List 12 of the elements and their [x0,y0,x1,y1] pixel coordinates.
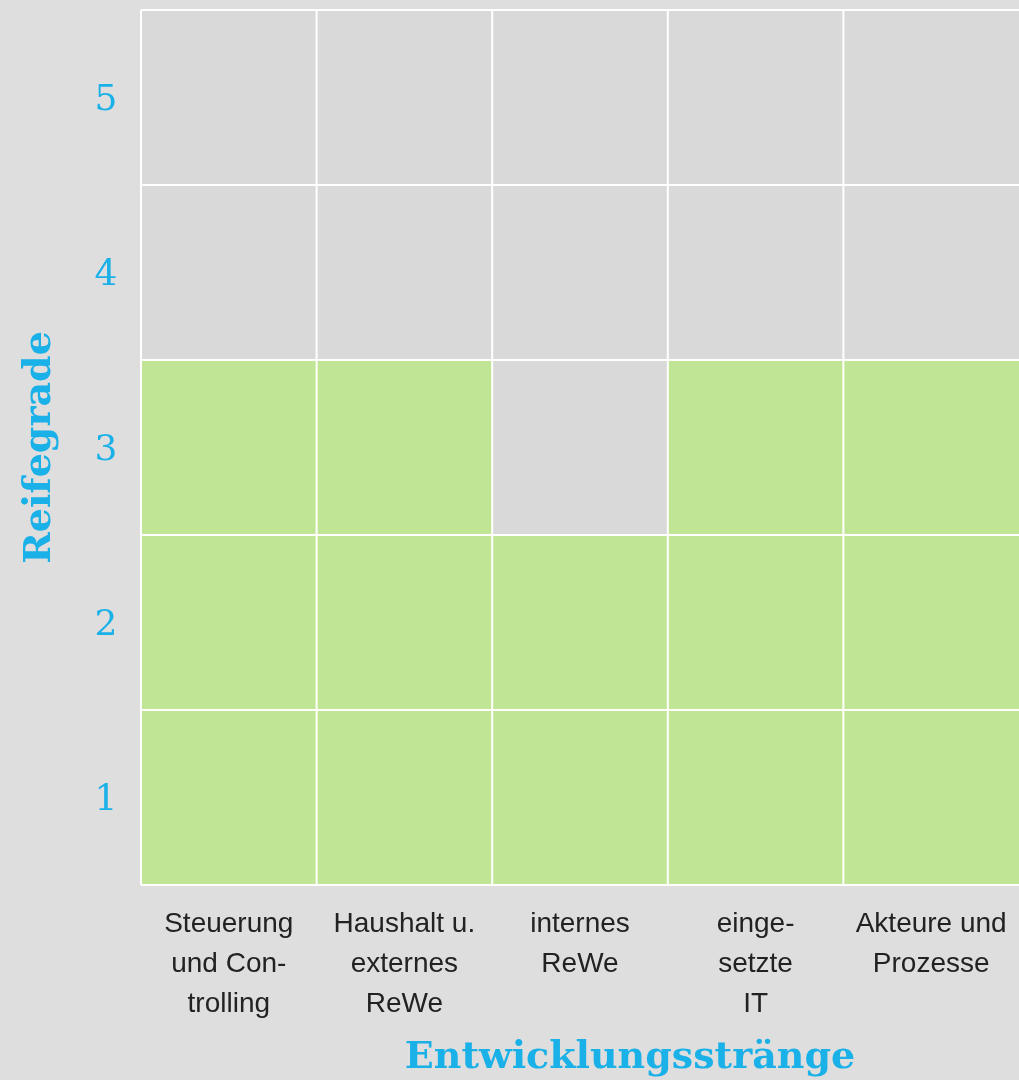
x-tick-label: einge- setzte IT [716,907,795,1018]
y-tick-label: 1 [94,777,118,819]
x-tick-label: Steuerung und Con- trolling [164,907,294,1018]
y-tick-label: 4 [94,252,118,294]
x-tick-label: Haushalt u. externes ReWe [333,907,476,1018]
x-tick-label: Akteure und Prozesse [855,907,1007,978]
x-tick-label: internes ReWe [530,907,630,978]
y-tick-label: 2 [94,602,118,644]
y-tick-label: 3 [94,427,118,469]
y-axis-title: Reifegrade [14,331,59,564]
y-tick-label: 5 [94,77,118,119]
x-axis-title: Entwicklungsstränge [404,1032,856,1077]
